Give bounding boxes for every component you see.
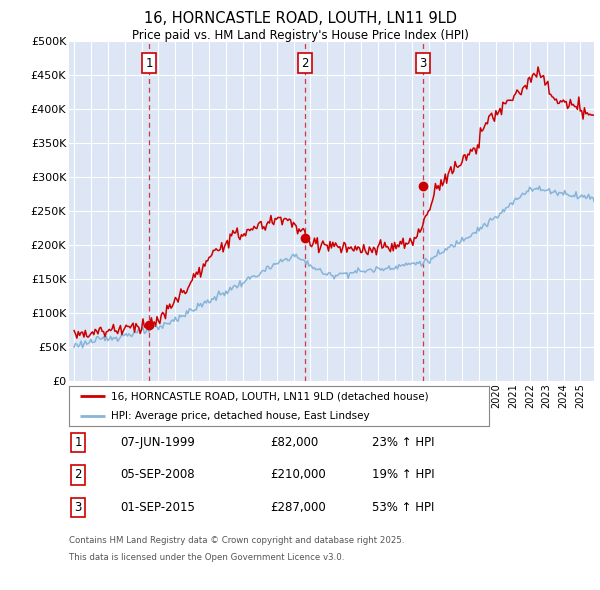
Text: 23% ↑ HPI: 23% ↑ HPI (372, 436, 434, 449)
Text: 05-SEP-2008: 05-SEP-2008 (120, 468, 194, 481)
Text: HPI: Average price, detached house, East Lindsey: HPI: Average price, detached house, East… (111, 411, 370, 421)
Text: This data is licensed under the Open Government Licence v3.0.: This data is licensed under the Open Gov… (69, 553, 344, 562)
Text: 53% ↑ HPI: 53% ↑ HPI (372, 501, 434, 514)
Text: £287,000: £287,000 (270, 501, 326, 514)
Text: Contains HM Land Registry data © Crown copyright and database right 2025.: Contains HM Land Registry data © Crown c… (69, 536, 404, 545)
Text: 3: 3 (74, 501, 82, 514)
Text: £210,000: £210,000 (270, 468, 326, 481)
Text: 16, HORNCASTLE ROAD, LOUTH, LN11 9LD: 16, HORNCASTLE ROAD, LOUTH, LN11 9LD (143, 11, 457, 27)
Text: 3: 3 (419, 57, 427, 70)
Text: 1: 1 (74, 436, 82, 449)
Text: 01-SEP-2015: 01-SEP-2015 (120, 501, 195, 514)
Text: £82,000: £82,000 (270, 436, 318, 449)
Text: 07-JUN-1999: 07-JUN-1999 (120, 436, 195, 449)
Text: Price paid vs. HM Land Registry's House Price Index (HPI): Price paid vs. HM Land Registry's House … (131, 29, 469, 42)
Text: 1: 1 (145, 57, 153, 70)
Text: 16, HORNCASTLE ROAD, LOUTH, LN11 9LD (detached house): 16, HORNCASTLE ROAD, LOUTH, LN11 9LD (de… (111, 391, 428, 401)
Text: 2: 2 (74, 468, 82, 481)
Text: 2: 2 (301, 57, 308, 70)
Text: 19% ↑ HPI: 19% ↑ HPI (372, 468, 434, 481)
